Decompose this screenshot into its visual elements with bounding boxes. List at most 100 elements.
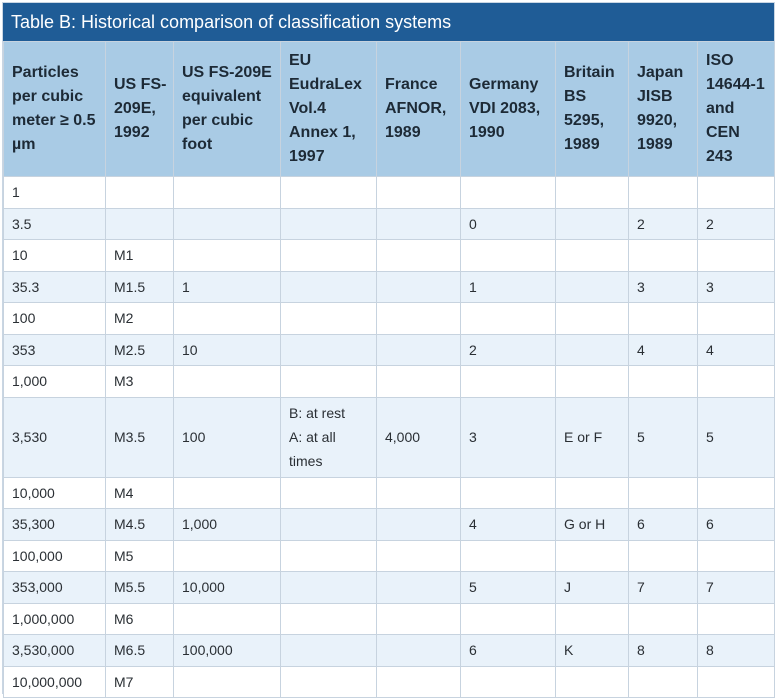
table-cell: M1 [105, 239, 174, 272]
table-cell [460, 476, 556, 509]
table-cell [376, 302, 461, 335]
table-cell [628, 302, 698, 335]
table-cell [555, 476, 629, 509]
table-cell: 1,000,000 [3, 602, 106, 635]
table-cell [555, 365, 629, 398]
cell-line: B: at rest [289, 405, 346, 421]
table-cell [280, 239, 377, 272]
table-cell: 8 [697, 634, 775, 667]
table-cell: K [555, 634, 629, 667]
table-cell: M4.5 [105, 508, 174, 541]
cell-line: times [289, 453, 323, 469]
table-cell: 10,000 [173, 571, 281, 604]
table-row: 3,530 M3.5 100 B: at rest A: at all times 4,00… [3, 396, 775, 478]
table-cell [697, 176, 775, 209]
table-cell: 3 [697, 270, 775, 303]
table-cell: 3 [460, 396, 556, 478]
table-cell [460, 539, 556, 572]
table-cell [697, 239, 775, 272]
table-cell: M3 [105, 365, 174, 398]
header-particles: Particles per cubic meter ≥ 0.5 µm [3, 41, 106, 177]
table-cell: 100 [173, 396, 281, 478]
table-cell [376, 539, 461, 572]
table-cell [105, 176, 174, 209]
table-cell [280, 508, 377, 541]
header-row: Particles per cubic meter ≥ 0.5 µm US FS… [3, 41, 775, 177]
table-cell [697, 665, 775, 698]
header-britain-bs: Britain BS 5295, 1989 [555, 41, 629, 177]
table-cell: M6.5 [105, 634, 174, 667]
table-cell [697, 539, 775, 572]
table-cell [376, 634, 461, 667]
table-cell [628, 365, 698, 398]
table-cell: 7 [697, 571, 775, 604]
table-row: 100 M2 [3, 302, 775, 335]
table-cell [460, 365, 556, 398]
table-cell: 1,000 [173, 508, 281, 541]
table-cell: 353 [3, 333, 106, 366]
header-us-equivalent: US FS-209E equivalent per cubic foot [173, 41, 281, 177]
table-cell: 8 [628, 634, 698, 667]
table-cell: 35,300 [3, 508, 106, 541]
table-cell [173, 239, 281, 272]
table-row: 1,000,000 M6 [3, 602, 775, 635]
header-germany-vdi: Germany VDI 2083, 1990 [460, 41, 556, 177]
table-cell: E or F [555, 396, 629, 478]
table-cell: 100 [3, 302, 106, 335]
table-cell: 5 [628, 396, 698, 478]
table-cell [555, 539, 629, 572]
table-row: 10,000 M4 [3, 476, 775, 509]
table-cell [280, 539, 377, 572]
table-cell [376, 602, 461, 635]
table-cell [280, 207, 377, 240]
table-cell [376, 571, 461, 604]
table-cell: M5 [105, 539, 174, 572]
table-cell [460, 239, 556, 272]
table-cell [173, 176, 281, 209]
table-cell: 1 [3, 176, 106, 209]
classification-table: Particles per cubic meter ≥ 0.5 µm US FS… [3, 41, 775, 698]
table-cell: M3.5 [105, 396, 174, 478]
table-cell [697, 602, 775, 635]
table-cell: M7 [105, 665, 174, 698]
table-cell: 10 [173, 333, 281, 366]
table-cell: M2 [105, 302, 174, 335]
table-cell: 100,000 [3, 539, 106, 572]
table-cell [628, 665, 698, 698]
table-row: 100,000 M5 [3, 539, 775, 572]
table-cell [173, 539, 281, 572]
table-cell [628, 476, 698, 509]
table-cell [555, 207, 629, 240]
table-cell: 0 [460, 207, 556, 240]
table-row: 10,000,000 M7 [3, 665, 775, 698]
table-cell: B: at rest A: at all times [280, 396, 377, 478]
table-cell [376, 333, 461, 366]
table-cell: M6 [105, 602, 174, 635]
header-france-afnor: France AFNOR, 1989 [376, 41, 461, 177]
table-cell [280, 665, 377, 698]
table-cell: 6 [697, 508, 775, 541]
table-cell: 3,530 [3, 396, 106, 478]
table-cell: 1 [173, 270, 281, 303]
table-row: 3.5 0 2 2 [3, 207, 775, 240]
table-cell [376, 207, 461, 240]
table-cell: 5 [697, 396, 775, 478]
table-cell [280, 602, 377, 635]
table-cell [376, 239, 461, 272]
table-cell: 2 [628, 207, 698, 240]
table-cell [173, 302, 281, 335]
table-cell [376, 270, 461, 303]
table-cell: M4 [105, 476, 174, 509]
table-cell [555, 176, 629, 209]
table-cell: 3.5 [3, 207, 106, 240]
table-cell [555, 239, 629, 272]
table-cell: 10 [3, 239, 106, 272]
table-cell: M1.5 [105, 270, 174, 303]
table-cell [628, 239, 698, 272]
table-row: 35.3 M1.5 1 1 3 3 [3, 270, 775, 303]
table-cell [555, 665, 629, 698]
table-cell [280, 302, 377, 335]
table-cell [376, 176, 461, 209]
table-cell: 10,000 [3, 476, 106, 509]
table-cell: 7 [628, 571, 698, 604]
